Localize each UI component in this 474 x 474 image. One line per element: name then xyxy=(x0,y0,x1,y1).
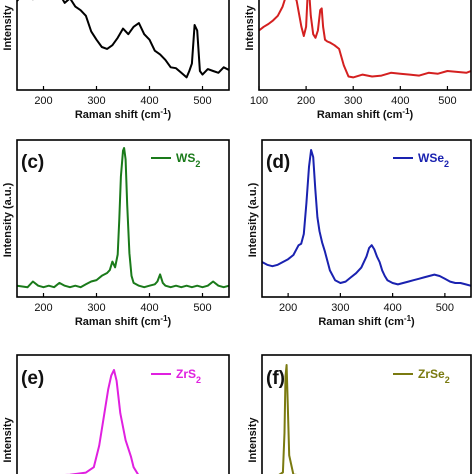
series-line-1 xyxy=(17,0,229,79)
x-tick-label: 100 xyxy=(250,95,268,107)
x-tick-label: 300 xyxy=(87,302,105,314)
y-axis-title: Intensity xyxy=(244,5,256,51)
plot-frame xyxy=(16,354,230,474)
x-tick-label: 500 xyxy=(193,302,211,314)
plot-frame xyxy=(258,0,472,91)
panel-letter: (d) xyxy=(266,152,290,173)
series-line-6 xyxy=(278,364,298,474)
legend-label: ZrSe2 xyxy=(418,367,450,385)
panel-letter: (f) xyxy=(266,368,285,389)
panel-6: Intensity (f) ZrSe2 xyxy=(247,354,472,474)
panel-1: 200 300 400 500 Raman shift (cm-1) Intensity xyxy=(2,0,230,122)
y-axis-title: Intensity (a.u.) xyxy=(2,182,14,257)
panel-letter: (e) xyxy=(21,368,44,389)
y-axis-title: Intensity (a.u.) xyxy=(247,182,259,257)
x-tick-label: 500 xyxy=(436,302,454,314)
panel-4: 200 300 400 500 Raman shift (cm-1) Intensity … xyxy=(247,139,472,329)
series-line-2 xyxy=(259,0,471,79)
x-tick-label: 400 xyxy=(140,302,158,314)
y-axis-title: Intensity xyxy=(2,417,14,463)
x-tick-label: 500 xyxy=(193,95,211,107)
x-tick-label: 300 xyxy=(344,95,362,107)
series-line-4 xyxy=(262,149,471,287)
x-tick-label: 200 xyxy=(297,95,315,107)
x-tick-label: 400 xyxy=(140,95,158,107)
x-tick-label: 500 xyxy=(438,95,456,107)
x-tick-label: 400 xyxy=(391,95,409,107)
panel-5: Intensity (e) ZrS2 xyxy=(2,354,230,474)
x-tick-label: 300 xyxy=(331,302,349,314)
x-tick-label: 200 xyxy=(34,302,52,314)
x-axis-title: Raman shift (cm-1) xyxy=(75,107,172,122)
x-tick-label: 300 xyxy=(87,95,105,107)
legend-label: WS2 xyxy=(176,151,200,169)
x-tick-label: 200 xyxy=(34,95,52,107)
plot-frame xyxy=(261,354,472,474)
x-tick-label: 400 xyxy=(383,302,401,314)
plot-frame xyxy=(16,0,230,91)
x-axis-title: Raman shift (cm-1) xyxy=(317,107,414,122)
panel-2: 100 200 300 400 500 Raman shift (cm-1) Intensi… xyxy=(244,0,472,122)
x-axis-title: Raman shift (cm-1) xyxy=(75,314,172,329)
x-axis-title: Raman shift (cm-1) xyxy=(318,314,415,329)
plot-frame xyxy=(16,139,230,298)
legend-label: ZrS2 xyxy=(176,367,201,385)
plot-frame xyxy=(261,139,472,298)
y-axis-title: Intensity xyxy=(247,417,259,463)
x-tick-label: 200 xyxy=(279,302,297,314)
y-axis-title: Intensity xyxy=(2,5,14,51)
panel-3: 200 300 400 500 Raman shift (cm-1) Intensity … xyxy=(2,139,230,329)
series-line-3 xyxy=(17,147,229,289)
panel-letter: (c) xyxy=(21,152,44,173)
legend-label: WSe2 xyxy=(418,151,449,169)
